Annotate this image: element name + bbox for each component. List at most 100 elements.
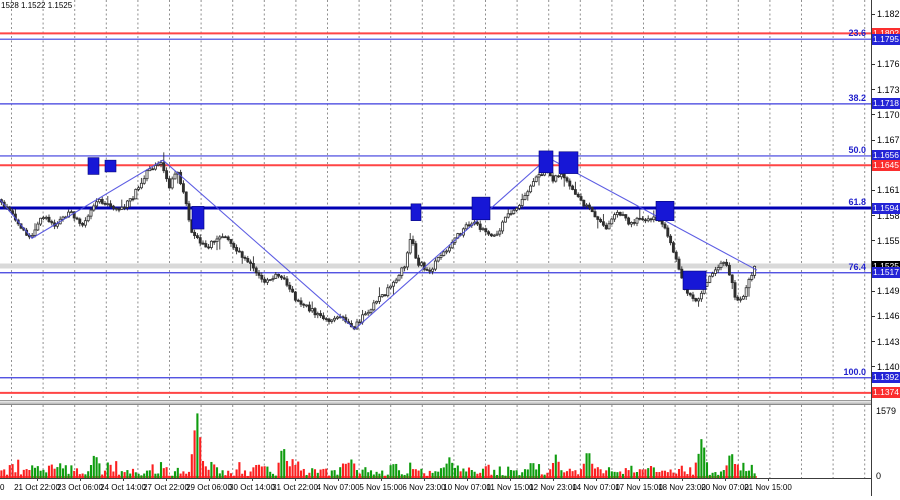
fib-percent-label: 38.2: [848, 92, 866, 103]
price-level-label-black: 1.1525: [872, 260, 900, 272]
price-tick-mark: [871, 341, 875, 343]
price-level-label-red: 1.1374: [872, 387, 900, 399]
time-label: 30 Oct 14:00: [229, 483, 275, 492]
time-tick-mark: [381, 478, 382, 481]
time-tick-mark: [725, 478, 726, 481]
gridlines: [11, 0, 866, 478]
price-tick-mark: [871, 63, 875, 65]
price-tick-mark: [871, 189, 875, 191]
volume-min-label: 0: [876, 471, 882, 481]
price-tick-mark: [871, 114, 875, 116]
time-tick-mark: [80, 478, 81, 481]
price-tick-mark: [871, 215, 875, 217]
price-tick-label: 1.1675: [877, 135, 900, 145]
price-tick-label: 1.1465: [877, 311, 900, 322]
time-label: 23 Oct 06:00: [57, 483, 103, 492]
volume-max-label: 1579: [876, 406, 897, 416]
time-tick-mark: [553, 478, 554, 481]
time-label: 24 Oct 14:00: [100, 483, 146, 492]
signal-box[interactable]: [410, 203, 422, 221]
fib-percent-label: 100.0: [843, 366, 866, 377]
volume-bars: [0, 413, 756, 478]
time-tick-mark: [510, 478, 511, 481]
signal-box[interactable]: [682, 270, 707, 290]
time-tick-mark: [424, 478, 425, 481]
price-tick-label: 1.1405: [877, 361, 900, 372]
time-label: 5 Nov 15:00: [359, 483, 403, 492]
time-label: 10 Nov 07:00: [443, 483, 491, 492]
time-label: 21 Nov 15:00: [744, 483, 792, 492]
time-tick-mark: [252, 478, 253, 481]
price-tick-mark: [871, 240, 875, 242]
time-label: 31 Oct 22:00: [272, 483, 318, 492]
time-tick-mark: [596, 478, 597, 481]
time-tick-mark: [338, 478, 339, 481]
price-level-label-blue: 1.1718: [872, 98, 900, 110]
price-tick-mark: [871, 13, 875, 15]
price-tick-mark: [871, 366, 875, 368]
price-volume-plot-area[interactable]: [0, 0, 871, 496]
signal-boxes[interactable]: [87, 150, 707, 290]
signal-box[interactable]: [87, 157, 100, 175]
time-label: 18 Nov 23:00: [658, 483, 706, 492]
price-level-label-blue: 1.1795: [872, 33, 900, 45]
time-tick-mark: [467, 478, 468, 481]
price-tick-mark: [871, 139, 875, 141]
price-level-label-blue: 1.1594: [872, 202, 900, 214]
time-label: 11 Nov 15:00: [486, 483, 534, 492]
signal-box[interactable]: [558, 151, 579, 174]
price-tick-label: 1.1765: [877, 59, 900, 70]
fib-percent-label: 61.8: [848, 197, 866, 208]
time-tick-mark: [295, 478, 296, 481]
price-level-label-red: 1.1802: [872, 27, 900, 39]
time-label: 20 Nov 07:00: [701, 483, 749, 492]
price-tick-mark: [871, 315, 875, 317]
signal-box[interactable]: [471, 196, 491, 221]
price-tick-label: 1.1615: [877, 185, 900, 196]
signal-box[interactable]: [191, 206, 205, 230]
time-label: 21 Oct 22:00: [14, 483, 60, 492]
fib-level-lines: [0, 38, 871, 379]
time-label: 12 Nov 23:00: [529, 483, 577, 492]
pane-splitter[interactable]: [0, 400, 871, 405]
price-axis-border: [871, 0, 872, 496]
fib-percent-label: 76.4: [848, 261, 866, 272]
time-tick-mark: [682, 478, 683, 481]
time-tick-mark: [37, 478, 38, 481]
fib-percent-label: 50.0: [848, 144, 866, 155]
signal-box[interactable]: [538, 150, 554, 174]
time-tick-mark: [166, 478, 167, 481]
signal-box[interactable]: [104, 159, 117, 173]
time-tick-mark: [639, 478, 640, 481]
price-tick-label: 1.1705: [877, 109, 900, 120]
time-tick-mark: [209, 478, 210, 481]
time-label: 4 Nov 07:00: [316, 483, 360, 492]
price-tick-label: 1.1435: [877, 336, 900, 347]
price-tick-label: 1.1585: [877, 210, 900, 221]
time-label: 29 Oct 06:00: [186, 483, 232, 492]
zigzag-trendline[interactable]: [0, 156, 758, 330]
time-label: 14 Nov 07:00: [572, 483, 620, 492]
time-tick-mark: [123, 478, 124, 481]
price-level-label-red: 1.1645: [872, 159, 900, 171]
signal-box[interactable]: [655, 201, 675, 221]
candles-layer: [0, 152, 757, 331]
price-tick-label: 1.1825: [877, 9, 900, 19]
red-level-lines: [0, 32, 871, 394]
price-level-label-blue: 1.1517: [872, 267, 900, 279]
time-tick-mark: [768, 478, 769, 481]
price-tick-label: 1.1555: [877, 235, 900, 246]
fib-percent-label: 23.6: [848, 28, 866, 39]
time-label: 27 Oct 22:00: [143, 483, 189, 492]
price-level-label-blue: 1.1392: [872, 372, 900, 384]
price-tick-label: 1.1495: [877, 286, 900, 297]
time-label: 17 Nov 15:00: [615, 483, 663, 492]
time-label-fragment: 0: [0, 483, 5, 492]
time-label: 6 Nov 23:00: [402, 483, 446, 492]
price-tick-mark: [871, 290, 875, 292]
price-level-label-blue: 1.1656: [872, 150, 900, 162]
ohlc-readout: 1528 1.1522 1.1525: [1, 1, 73, 10]
price-tick-mark: [871, 89, 875, 91]
price-tick-label: 1.1735: [877, 84, 900, 95]
